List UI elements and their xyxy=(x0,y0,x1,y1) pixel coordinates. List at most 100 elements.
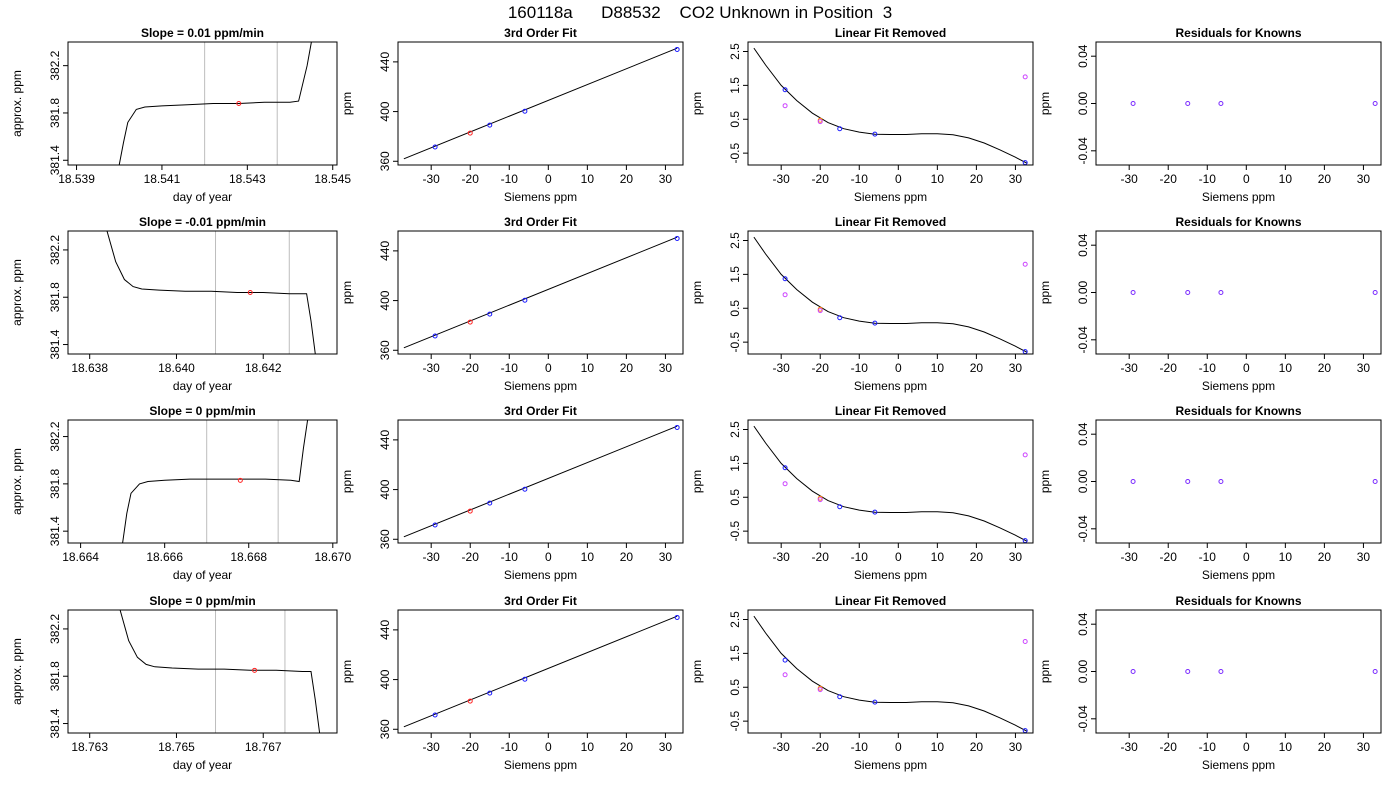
chart-8-ytick-label-1: -0.04 xyxy=(1076,326,1090,354)
chart-6-point-5 xyxy=(674,235,680,241)
chart-10-fit-line xyxy=(403,425,678,538)
chart-11-y-axis-title: ppm xyxy=(690,470,704,493)
chart-12-point-4 xyxy=(1372,479,1378,484)
chart-panel-13: Slope = 0 ppm/min 18.763 18.765 18.767 381.4… xyxy=(10,594,338,772)
chart-6-point-2 xyxy=(467,319,473,325)
chart-11-title: Linear Fit Removed xyxy=(835,404,946,418)
chart-15-ytick-label-3: 1.5 xyxy=(728,645,742,662)
chart-12-xtick-label-7: 30 xyxy=(1357,550,1371,564)
chart-14-ytick-label-2: 400 xyxy=(378,669,392,689)
chart-9-xtick-label-1: 18.664 xyxy=(62,550,99,564)
chart-5-ytick-label-2: 381.8 xyxy=(48,282,62,312)
chart-9-title: Slope = 0 ppm/min xyxy=(149,404,255,418)
chart-8-xtick-label-2: -20 xyxy=(1160,361,1178,375)
chart-3-xtick-label-7: 30 xyxy=(1009,172,1023,186)
chart-10-plot-area xyxy=(403,425,678,538)
chart-1-ytick-label-3: 382.2 xyxy=(48,50,62,80)
chart-7-ytick-label-4: 2.5 xyxy=(728,232,742,249)
chart-2-plot-area xyxy=(403,47,678,160)
chart-10-ytick-label-1: 360 xyxy=(378,529,392,549)
chart-5-title: Slope = -0.01 ppm/min xyxy=(139,215,266,229)
chart-5-frame xyxy=(67,230,338,355)
chart-2-frame xyxy=(397,41,684,166)
chart-12-x-axis-title: Siemens ppm xyxy=(1202,568,1275,582)
chart-3-ytick-label-4: 2.5 xyxy=(728,43,742,60)
chart-6-point-4 xyxy=(522,297,528,303)
chart-8-point-4 xyxy=(1372,290,1378,295)
chart-7-xtick-label-6: 20 xyxy=(970,361,984,375)
chart-7-point-2 xyxy=(782,292,788,298)
chart-14-point-1 xyxy=(432,712,438,718)
chart-panel-7: Linear Fit Removed -30 -20 -10 0 10 20 30 -0.5 0.… xyxy=(690,215,1034,393)
chart-6-xtick-label-6: 20 xyxy=(620,361,634,375)
chart-14-point-3 xyxy=(487,690,493,696)
chart-14-xtick-label-3: -10 xyxy=(501,740,519,754)
chart-11-xtick-label-4: 0 xyxy=(895,550,902,564)
chart-4-point-3 xyxy=(1218,101,1224,106)
chart-10-xtick-label-2: -20 xyxy=(462,550,480,564)
chart-6-xtick-label-4: 0 xyxy=(545,361,552,375)
chart-2-ytick-label-2: 400 xyxy=(378,101,392,121)
chart-5-series-line-1 xyxy=(106,231,316,354)
chart-10-x-axis-title: Siemens ppm xyxy=(504,568,577,582)
chart-9-ytick-label-3: 382.2 xyxy=(48,421,62,451)
chart-4-xtick-label-4: 0 xyxy=(1243,172,1250,186)
chart-4-xtick-label-6: 20 xyxy=(1318,172,1332,186)
chart-4-point-4 xyxy=(1372,101,1378,106)
chart-panel-4: Residuals for Knowns -30 -20 -10 0 10 20 30 -0.0… xyxy=(1038,26,1382,204)
chart-11-xtick-label-1: -30 xyxy=(773,550,791,564)
chart-14-ytick-label-3: 440 xyxy=(378,620,392,640)
chart-15-frame xyxy=(747,609,1034,734)
chart-14-xtick-label-6: 20 xyxy=(620,740,634,754)
chart-3-ytick-label-1: -0.5 xyxy=(728,142,742,163)
chart-16-xtick-label-1: -30 xyxy=(1121,740,1139,754)
chart-10-ytick-label-3: 440 xyxy=(378,430,392,450)
chart-panel-1: Slope = 0.01 ppm/min 18.539 18.541 18.543 18… xyxy=(10,26,351,204)
chart-10-xtick-label-1: -30 xyxy=(423,550,441,564)
chart-7-ytick-label-3: 1.5 xyxy=(728,266,742,283)
chart-2-point-2 xyxy=(467,130,473,136)
chart-9-y-axis-title: approx. ppm xyxy=(10,448,24,515)
chart-4-y-axis-title: ppm xyxy=(1038,92,1052,115)
chart-14-point-4 xyxy=(522,676,528,682)
chart-16-title: Residuals for Knowns xyxy=(1175,594,1301,608)
chart-10-point-5 xyxy=(674,424,680,430)
chart-16-xtick-label-3: -10 xyxy=(1199,740,1217,754)
chart-13-y-axis-title: approx. ppm xyxy=(10,638,24,705)
chart-6-point-1 xyxy=(432,333,438,339)
chart-2-x-axis-title: Siemens ppm xyxy=(504,190,577,204)
chart-5-highlight-point xyxy=(247,290,253,295)
panel-grid: Slope = 0.01 ppm/min 18.539 18.541 18.543 18… xyxy=(10,26,1382,772)
chart-1-plot-area xyxy=(118,42,312,165)
chart-14-ytick-label-1: 360 xyxy=(378,719,392,739)
chart-16-point-1 xyxy=(1130,669,1136,674)
chart-2-xtick-label-5: 10 xyxy=(581,172,595,186)
chart-15-point-7 xyxy=(1022,639,1028,645)
chart-8-point-2 xyxy=(1185,290,1191,295)
chart-14-xtick-label-4: 0 xyxy=(545,740,552,754)
chart-9-x-axis-title: day of year xyxy=(173,568,232,582)
chart-12-y-axis-title: ppm xyxy=(1038,470,1052,493)
chart-10-ytick-label-2: 400 xyxy=(378,479,392,499)
chart-6-ytick-label-1: 360 xyxy=(378,340,392,360)
chart-12-title: Residuals for Knowns xyxy=(1175,404,1301,418)
chart-13-xtick-label-3: 18.767 xyxy=(245,740,282,754)
chart-6-xtick-label-7: 30 xyxy=(659,361,673,375)
chart-6-ytick-label-3: 440 xyxy=(378,241,392,261)
chart-5-xtick-label-2: 18.640 xyxy=(158,361,195,375)
chart-13-series-line-1 xyxy=(119,610,321,733)
chart-15-xtick-label-2: -20 xyxy=(812,740,830,754)
chart-panel-8: Residuals for Knowns -30 -20 -10 0 10 20 30 -0.0… xyxy=(1038,215,1382,393)
chart-4-xtick-label-3: -10 xyxy=(1199,172,1217,186)
chart-3-ytick-label-3: 1.5 xyxy=(728,77,742,94)
chart-11-ytick-label-3: 1.5 xyxy=(728,455,742,472)
chart-11-point-1 xyxy=(782,465,788,471)
chart-5-x-axis-title: day of year xyxy=(173,379,232,393)
chart-5-ytick-label-3: 382.2 xyxy=(48,235,62,265)
chart-10-point-2 xyxy=(467,508,473,514)
chart-1-y-axis-title: approx. ppm xyxy=(10,70,24,137)
chart-4-xtick-label-2: -20 xyxy=(1160,172,1178,186)
chart-panel-3: Linear Fit Removed -30 -20 -10 0 10 20 30 -0.5 0.… xyxy=(690,26,1034,204)
